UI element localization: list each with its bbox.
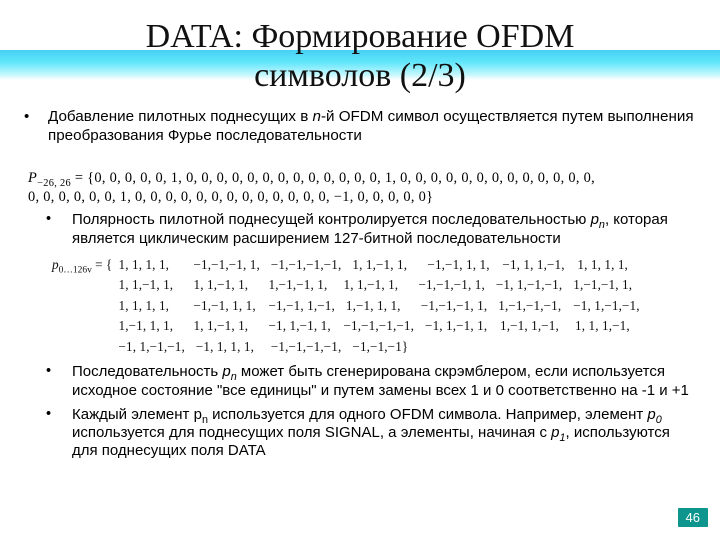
- bullet-dot: •: [46, 211, 72, 248]
- bullet-1-text: Добавление пилотных поднесущих в n-й OFD…: [48, 108, 698, 145]
- formula-p-sequence: P−26, 26 = {0, 0, 0, 0, 0, 1, 0, 0, 0, 0…: [22, 148, 698, 211]
- bullet-1: • Добавление пилотных поднесущих в n-й O…: [22, 108, 698, 145]
- bullet-3-text: Последовательность pn может быть сгенери…: [72, 363, 698, 400]
- bullet-dot: •: [22, 108, 48, 145]
- title-area: DATA: Формирование OFDM символов (2/3): [0, 0, 720, 106]
- slide-content: • Добавление пилотных поднесущих в n-й O…: [0, 106, 720, 461]
- bullet-2-text: Полярность пилотной поднесущей контролир…: [72, 211, 698, 248]
- bullet-dot: •: [46, 406, 72, 461]
- slide-title: DATA: Формирование OFDM символов (2/3): [126, 11, 595, 95]
- bullet-4-text: Каждый элемент pn используется для одног…: [72, 406, 698, 461]
- formula-pn-sequence: p0…126v = { 1, 1, 1, 1,−1,−1,−1, 1,−1,−1…: [22, 253, 698, 363]
- bullet-2: • Полярность пилотной поднесущей контрол…: [22, 211, 698, 248]
- bullet-dot: •: [46, 363, 72, 400]
- slide-number-badge: 46: [678, 508, 708, 527]
- bullet-4: • Каждый элемент pn используется для одн…: [22, 406, 698, 461]
- bullet-3: • Последовательность pn может быть сгене…: [22, 363, 698, 400]
